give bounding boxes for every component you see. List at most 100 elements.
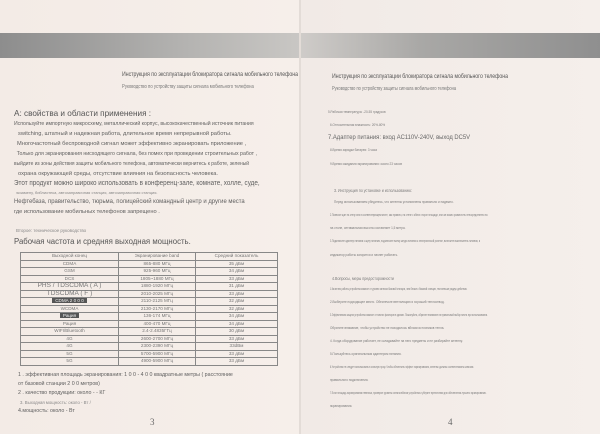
paragraph-line: Используйте импортную микросхему, металл…: [14, 121, 254, 127]
table-row: TDSCDMA ( F ) 2010-2025 МГц 33 дБм: [20, 289, 278, 298]
table-row: WCDMA 2130-2170 МГц 32 дБм: [20, 304, 278, 313]
table-cell: Рация: [20, 319, 119, 328]
note-line: 1 . эффективная площадь экранирования: 1…: [18, 372, 233, 378]
table-cell: 33 дБм: [195, 334, 278, 343]
header-subtitle: Руководство по устройству защиты сигнала…: [332, 86, 457, 92]
caution-line: экранирования.: [330, 404, 353, 408]
table-cell: 33 дБм: [195, 357, 278, 366]
header-title: Инструкция по эксплуатации блокиратора с…: [122, 71, 298, 78]
page-fold: [299, 0, 301, 434]
table-title: Рабочая частота и средняя выходная мощно…: [14, 237, 191, 246]
table-cell: CDMA: [20, 259, 119, 268]
table-cell: 33 дБм: [195, 349, 278, 358]
table-cell: 5G: [20, 349, 119, 358]
table-row: PHS / TDSCDMA ( A ) 1880-1920 МГц 31 дБм: [20, 282, 278, 291]
table-cell: 5700-5900 МГц: [118, 349, 196, 358]
table-cell: Рация: [20, 312, 119, 321]
note-line: 4.мощность: около - Вт: [18, 408, 75, 414]
paragraph-line: Только для экранирования нисходящего сиг…: [16, 151, 257, 157]
caution-line: 7.Если площадь экранирования невелика, п…: [330, 391, 487, 395]
paragraph-line: Этот продукт можно широко использовать в…: [14, 180, 260, 187]
page-number: 4: [448, 417, 453, 427]
header-cell: Средний показатель: [195, 252, 278, 261]
table-cell: 865-880 МГц: [118, 259, 196, 268]
caution-line: правильного подключения.: [330, 378, 369, 382]
caution-line: 6.Устройство не следует использовать в с…: [330, 365, 474, 369]
table-row: CDMA 2 0 0 0 2110-2125 МГц 32 дБм: [20, 297, 278, 306]
paragraph-line: Многочастотный беспроводной сигнал может…: [17, 141, 247, 147]
table-row: GSM 925-960 МГц 34 дБм: [20, 267, 278, 276]
header-band: [0, 33, 300, 58]
note-line: от базовой станции 2 0 0 метров): [18, 381, 100, 387]
paragraph-line: охрана окружающей среды, отсутствие влия…: [18, 171, 218, 177]
spec-line: 8.Время зарядки батареи: 3 часа: [330, 148, 377, 152]
spec-line: 7.Адаптер питания: вход AC110V-240V, вых…: [328, 134, 471, 141]
table-cell: 925-960 МГц: [118, 267, 196, 276]
table-cell: 33dBм: [195, 342, 278, 351]
caution-line: 1.Качество работы устройства зависит от …: [330, 287, 468, 291]
install-line: на столе, оптимальная высота составляет …: [330, 226, 406, 230]
paragraph-line: где использование мобильных телефонов за…: [14, 209, 160, 215]
table-cell: 136-174 МГц: [118, 312, 196, 321]
section-heading: 3. Инструкция по установке и использован…: [334, 188, 413, 193]
install-line: Перед использованием убедитесь, что анте…: [334, 200, 454, 204]
table-row: CDMA 865-880 МГц 35 дБм: [20, 259, 278, 268]
caution-line: 5.Пользуйтесь оригинальным адаптером пит…: [330, 352, 402, 356]
table-row: 5G 4900-5900 МГц 33 дБм: [20, 357, 278, 366]
note-line: 2 . качество продукции: около - - КГ: [18, 390, 106, 396]
header-title: Инструкция по эксплуатации блокиратора с…: [332, 73, 508, 80]
section-heading: A: свойства и области применения :: [14, 109, 152, 118]
table-cell: 400-470 МГц: [118, 319, 196, 328]
table-cell: 1880-1920 МГц: [118, 282, 196, 291]
table-cell: 32 дБм: [195, 304, 278, 313]
table-cell: 33 дБм: [195, 274, 278, 283]
spec-line: 9.Время ожидания экранирования: около 23…: [330, 162, 402, 166]
install-line: индикатор работы загорится и начнет рабо…: [330, 253, 399, 257]
table-cell: 1805~1880 МГц: [118, 274, 196, 283]
section-b-label: Второе: техническое руководство: [16, 228, 87, 233]
paragraph-line: switching, штатный и надежная работа, дл…: [18, 131, 232, 137]
table-cell: 2110-2125 МГц: [118, 297, 196, 306]
highlighted-label: CDMA 2 0 0 0: [52, 298, 87, 304]
header-cell: Экранирование band: [118, 252, 196, 261]
caution-line: Обратите внимание, чтобы устройство не н…: [330, 326, 445, 330]
table-cell: 34 дБм: [195, 312, 278, 321]
table-row: 5G 5700-5900 МГц 33 дБм: [20, 349, 278, 358]
table-row: Рация 136-174 МГц 34 дБм: [20, 312, 278, 321]
table-cell: 34 дБм: [195, 319, 278, 328]
install-line: 3.Подключите адаптер питания к щиту пита…: [330, 239, 481, 243]
highlighted-label: Рация: [59, 313, 80, 319]
spec-line: 6.Относительная влажность: 20%-80%: [330, 123, 386, 127]
table-row: 4G 2600-2700 МГц 33 дБм: [20, 334, 278, 343]
table-cell: 4G: [20, 342, 119, 351]
table-cell: GSM: [20, 267, 119, 276]
right-page: Инструкция по эксплуатации блокиратора с…: [300, 0, 600, 434]
left-page: Инструкция по эксплуатации блокиратора с…: [0, 0, 300, 434]
header-cell: Выходной конец: [20, 252, 119, 261]
table-cell: 32 дБм: [195, 297, 278, 306]
table-header-row: Выходной конец Экранирование band Средни…: [20, 252, 278, 261]
paragraph-line: выйдите из зоны действия защиты мобильно…: [14, 161, 250, 167]
paragraph-line: экзамену, библиотека, автозаправочная ст…: [16, 190, 158, 195]
table-cell: 31 дБм: [195, 282, 278, 291]
table-cell: 2010-2025 МГц: [118, 289, 196, 298]
caution-line: 3.Эффективная защита устройства зависит …: [330, 313, 488, 317]
note-line: 3. Выходная мощность: около - Вт /: [20, 400, 91, 405]
page-number: 3: [150, 417, 155, 427]
table-row: WIFI/Bluetooth 2.4-2.4835ГГц 30 дБм: [20, 327, 278, 336]
table-cell: PHS / TDSCDMA ( A ): [20, 282, 119, 291]
table-cell: 2600-2700 МГц: [118, 334, 196, 343]
table-cell: TDSCDMA ( F ): [20, 289, 119, 298]
header-subtitle: Руководство по устройству защиты сигнала…: [122, 84, 254, 90]
table-cell: WCDMA: [20, 304, 119, 313]
table-cell: WIFI/Bluetooth: [20, 327, 119, 336]
table-cell: 2300-2390 МГц: [118, 342, 196, 351]
caution-line: 4. Когда оборудование работает, не склад…: [330, 339, 463, 343]
table-row: 4G 2300-2390 МГц 33dBм: [20, 342, 278, 351]
notes: 1 . эффективная площадь экранирования: 1…: [18, 371, 233, 416]
table-cell: 4G: [20, 334, 119, 343]
table-cell: 5G: [20, 357, 119, 366]
table-cell: 35 дБм: [195, 259, 278, 268]
table-cell: CDMA 2 0 0 0: [20, 297, 119, 306]
table-row: Рация 400-470 МГц 34 дБм: [20, 319, 278, 328]
